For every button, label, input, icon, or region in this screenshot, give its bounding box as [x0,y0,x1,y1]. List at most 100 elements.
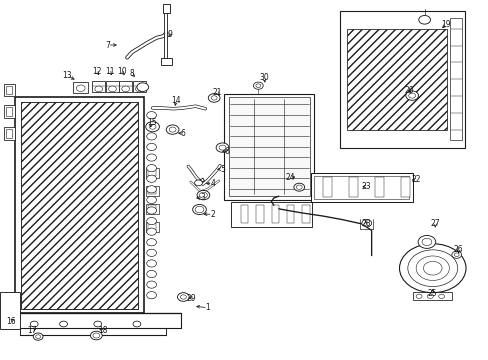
Bar [241,205,248,223]
Text: 25: 25 [427,289,437,298]
Text: 30: 30 [259,73,268,82]
Bar [6,129,12,138]
Bar [0,292,20,329]
Bar [314,176,408,199]
Bar [256,205,263,223]
Circle shape [427,294,432,298]
Circle shape [108,86,116,92]
Bar [228,97,309,196]
Circle shape [146,207,156,214]
Circle shape [415,256,448,280]
Circle shape [146,217,156,225]
Circle shape [180,295,186,299]
Text: 29: 29 [186,294,196,302]
Bar [145,168,159,178]
Text: 14: 14 [171,96,181,105]
Text: 17: 17 [27,326,37,335]
Circle shape [93,333,100,338]
Text: 21: 21 [212,88,222,97]
Circle shape [418,15,429,24]
Bar [231,202,311,227]
Bar [15,97,144,313]
Text: 2: 2 [210,210,215,219]
Circle shape [149,124,156,129]
Circle shape [451,251,461,258]
Bar [412,292,451,300]
Circle shape [146,165,156,172]
Text: 6: 6 [224,147,229,156]
Circle shape [33,333,43,340]
Circle shape [146,175,156,182]
Circle shape [95,86,102,92]
Bar [339,11,464,148]
Bar [4,84,15,96]
Circle shape [122,86,129,92]
Bar [4,127,15,140]
Circle shape [399,244,465,293]
Circle shape [253,82,263,89]
Bar [145,222,159,232]
Circle shape [293,183,304,191]
Circle shape [146,260,156,267]
Bar [224,94,314,200]
Text: 22: 22 [411,175,421,184]
Bar [106,81,119,92]
Text: 16: 16 [6,317,16,325]
Circle shape [146,292,156,299]
Bar [119,81,132,92]
Circle shape [453,253,458,257]
Circle shape [146,196,156,203]
Bar [302,205,309,223]
Circle shape [146,270,156,278]
Bar [310,173,412,202]
Circle shape [407,250,457,287]
Text: 10: 10 [117,68,127,77]
Bar [163,4,170,13]
Circle shape [169,127,176,132]
Bar [374,177,383,197]
Bar [286,205,294,223]
Circle shape [133,321,141,327]
Bar [400,177,409,197]
Circle shape [90,331,102,340]
Circle shape [361,220,371,227]
Circle shape [415,294,421,298]
Circle shape [135,86,143,92]
Text: 15: 15 [146,118,156,127]
Circle shape [208,94,220,102]
Text: 20: 20 [404,86,414,95]
Circle shape [405,91,418,100]
Bar [346,29,447,130]
Circle shape [197,190,209,200]
Text: 19: 19 [440,20,450,29]
Text: 6: 6 [181,129,185,138]
Circle shape [146,239,156,246]
Circle shape [146,154,156,161]
Text: 3: 3 [200,194,205,202]
Circle shape [216,143,228,152]
Bar [145,204,159,214]
Bar [133,81,145,92]
Circle shape [194,180,202,186]
Bar [161,58,172,65]
Circle shape [219,145,225,150]
Circle shape [146,122,156,129]
Text: 27: 27 [429,219,439,228]
Bar [348,177,357,197]
Circle shape [199,192,207,198]
Text: 28: 28 [360,219,370,228]
Bar [147,187,156,194]
Text: 7: 7 [105,40,110,49]
Text: 23: 23 [361,182,371,191]
Bar [147,223,156,230]
Bar [6,107,12,116]
Circle shape [146,133,156,140]
Circle shape [408,93,415,98]
Bar [20,102,138,309]
Circle shape [145,122,159,132]
Text: 1: 1 [205,303,210,312]
Text: 8: 8 [129,69,134,78]
Circle shape [177,293,189,301]
Circle shape [166,125,179,134]
Text: 5: 5 [220,165,224,174]
